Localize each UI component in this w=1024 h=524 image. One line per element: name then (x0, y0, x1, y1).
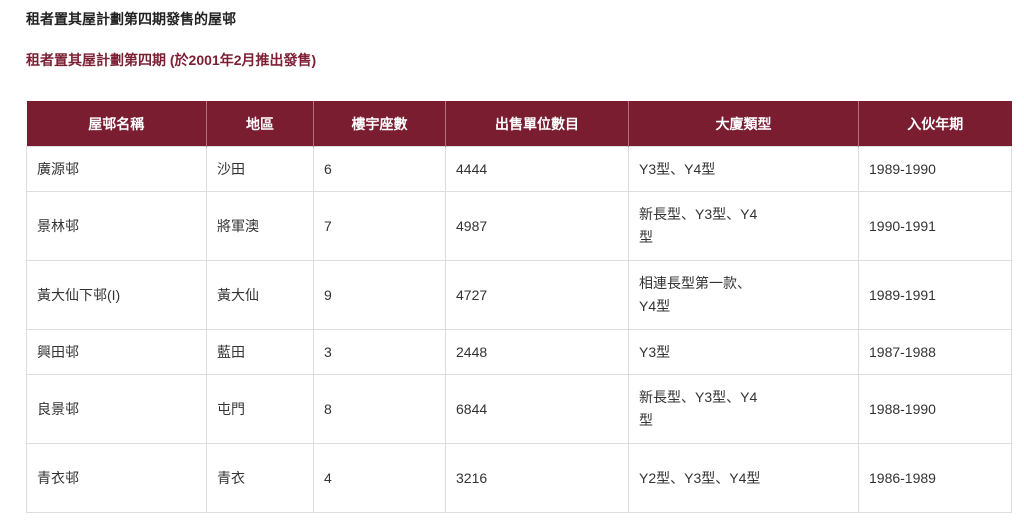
cell-units: 4727 (445, 260, 629, 330)
cell-intake-year: 1986-1989 (858, 443, 1012, 513)
cell-estate-name: 良景邨 (26, 374, 207, 444)
cell-district: 青衣 (206, 443, 314, 513)
cell-estate-name: 廣源邨 (26, 146, 207, 192)
cell-blocks: 4 (313, 443, 446, 513)
cell-intake-year: 1987-1988 (858, 329, 1012, 375)
table-row: 興田邨 藍田 3 2448 Y3型 1987-1988 (26, 329, 1012, 375)
cell-block-type: Y2型、Y3型、Y4型 (628, 443, 859, 513)
cell-block-type: 相連長型第一款、Y4型 (628, 260, 859, 330)
cell-block-type: Y3型 (628, 329, 859, 375)
cell-blocks: 3 (313, 329, 446, 375)
cell-blocks: 8 (313, 374, 446, 444)
cell-intake-year: 1989-1990 (858, 146, 1012, 192)
cell-district: 沙田 (206, 146, 314, 192)
header-blocks: 樓宇座數 (313, 101, 446, 147)
cell-intake-year: 1988-1990 (858, 374, 1012, 444)
section-subtitle: 租者置其屋計劃第四期 (於2001年2月推出發售) (26, 52, 317, 68)
cell-blocks: 6 (313, 146, 446, 192)
cell-block-type: Y3型、Y4型 (628, 146, 859, 192)
header-block-type: 大廈類型 (628, 101, 859, 147)
header-district: 地區 (206, 101, 314, 147)
cell-units: 4444 (445, 146, 629, 192)
cell-district: 黃大仙 (206, 260, 314, 330)
page-title: 租者置其屋計劃第四期發售的屋邨 (26, 11, 236, 27)
cell-blocks: 7 (313, 191, 446, 261)
estates-table: 屋邨名稱 地區 樓宇座數 出售單位數目 大廈類型 入伙年期 廣源邨 沙田 6 4444… (26, 101, 1012, 513)
table-row: 良景邨 屯門 8 6844 新長型、Y3型、Y4型 1988-1990 (26, 374, 1012, 444)
cell-district: 屯門 (206, 374, 314, 444)
table-row: 黃大仙下邨(I) 黃大仙 9 4727 相連長型第一款、Y4型 1989-1991 (26, 260, 1012, 330)
cell-estate-name: 景林邨 (26, 191, 207, 261)
header-estate-name: 屋邨名稱 (26, 101, 207, 147)
cell-block-type: 新長型、Y3型、Y4型 (628, 374, 859, 444)
table-row: 青衣邨 青衣 4 3216 Y2型、Y3型、Y4型 1986-1989 (26, 443, 1012, 513)
cell-intake-year: 1989-1991 (858, 260, 1012, 330)
cell-units: 2448 (445, 329, 629, 375)
cell-blocks: 9 (313, 260, 446, 330)
cell-estate-name: 興田邨 (26, 329, 207, 375)
header-units: 出售單位數目 (445, 101, 629, 147)
cell-units: 4987 (445, 191, 629, 261)
cell-units: 6844 (445, 374, 629, 444)
cell-district: 將軍澳 (206, 191, 314, 261)
table-row: 廣源邨 沙田 6 4444 Y3型、Y4型 1989-1990 (26, 146, 1012, 192)
cell-intake-year: 1990-1991 (858, 191, 1012, 261)
header-intake-year: 入伙年期 (858, 101, 1012, 147)
cell-district: 藍田 (206, 329, 314, 375)
table-row: 景林邨 將軍澳 7 4987 新長型、Y3型、Y4型 1990-1991 (26, 191, 1012, 261)
cell-block-type: 新長型、Y3型、Y4型 (628, 191, 859, 261)
cell-estate-name: 黃大仙下邨(I) (26, 260, 207, 330)
cell-estate-name: 青衣邨 (26, 443, 207, 513)
table-header-row: 屋邨名稱 地區 樓宇座數 出售單位數目 大廈類型 入伙年期 (26, 101, 1012, 147)
cell-units: 3216 (445, 443, 629, 513)
